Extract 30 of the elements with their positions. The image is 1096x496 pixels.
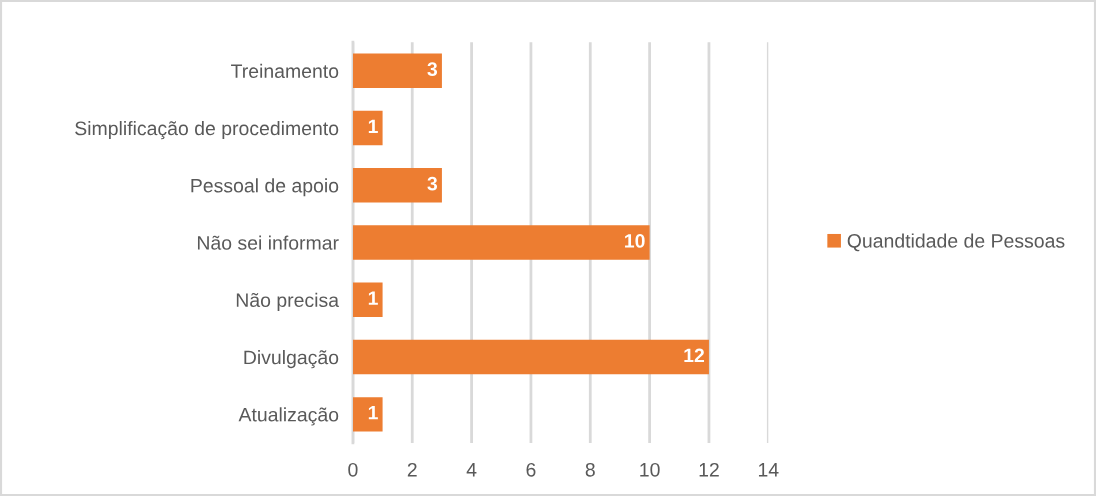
- y-tick-label: Simplificação de procedimento: [75, 120, 339, 140]
- data-label: 1: [368, 405, 378, 420]
- y-tick-label: Treinamento: [231, 63, 339, 79]
- legend-label: Quandtidade de Pessoas: [847, 233, 1065, 252]
- y-tick-label: Não sei informar: [197, 235, 339, 250]
- x-tick-label: 6: [526, 462, 536, 477]
- data-label: 1: [368, 291, 378, 305]
- y-tick-label: Não precisa: [236, 292, 340, 311]
- x-tick-label: 8: [585, 462, 595, 477]
- y-tick-label: Pessoal de apoio: [191, 178, 339, 197]
- bar: [352, 110, 383, 146]
- x-tick-label: 14: [758, 463, 779, 477]
- bar: [352, 282, 383, 317]
- data-label: 12: [684, 348, 705, 363]
- x-tick-label: 0: [348, 462, 358, 477]
- data-label: 3: [427, 62, 438, 77]
- x-tick-label: 12: [699, 462, 719, 477]
- y-tick-label: Atualização: [238, 407, 339, 426]
- bar: [352, 225, 650, 260]
- y-tick-label: Divulgação: [244, 350, 339, 369]
- bar: [352, 339, 709, 375]
- x-tick-label: 2: [407, 462, 417, 477]
- data-label: 1: [368, 119, 378, 134]
- bar: [352, 53, 442, 88]
- data-label: 3: [427, 176, 438, 191]
- x-tick-label: 10: [640, 462, 660, 477]
- bar: [352, 397, 383, 432]
- bar: [352, 168, 442, 203]
- x-tick-label: 4: [466, 463, 477, 477]
- data-label: 10: [625, 233, 645, 248]
